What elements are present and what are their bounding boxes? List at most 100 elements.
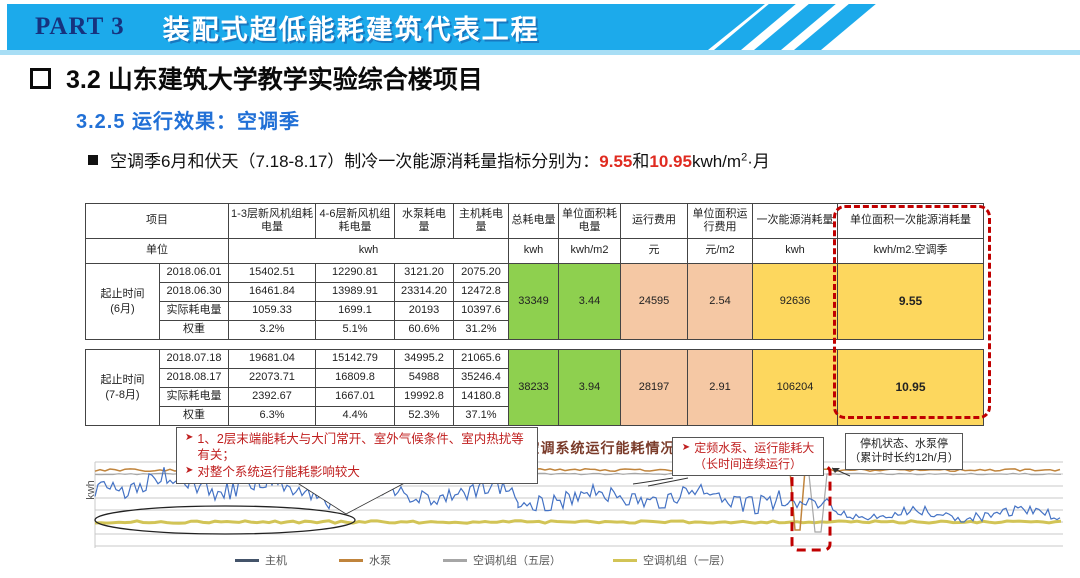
table-cell: 1667.01 — [315, 387, 395, 407]
arrow-bullet-icon: ➤ — [681, 442, 691, 453]
arrow-bullet-icon: ➤ — [185, 432, 194, 443]
legend-label: 水泵 — [369, 555, 391, 567]
row-group-label: 起止时间 (6月) — [85, 263, 160, 340]
table-cell: 实际耗电量 — [159, 387, 229, 407]
table-cell: 15402.51 — [228, 263, 316, 283]
merged-cell: 9.55 — [837, 263, 984, 340]
summary-value-2: 10.95 — [649, 152, 692, 171]
table-cell: 10397.6 — [453, 301, 509, 321]
header-col: 总耗电量 — [508, 203, 559, 239]
arrow-bullet-icon: ➤ — [185, 464, 194, 476]
summary-text: 空调季6月和伏天（7.18-8.17）制冷一次能源消耗量指标分别为： — [110, 152, 600, 171]
table-cell: 14180.8 — [453, 387, 509, 407]
header-item: 项目 — [85, 203, 229, 239]
header-col: 水泵耗电量 — [394, 203, 454, 239]
legend-swatch-icon — [613, 558, 637, 562]
table-cell: 权重 — [159, 406, 229, 426]
table-cell: 12290.81 — [315, 263, 395, 283]
table-cell: 5.1% — [315, 320, 395, 340]
table-cell: 3121.20 — [394, 263, 454, 283]
group-spacer — [86, 340, 984, 350]
summary-conjunction: 和 — [632, 152, 650, 171]
slide-top-bar: PART 3 装配式超低能耗建筑代表工程 — [7, 4, 765, 50]
header-col: 单位面积耗电量 — [558, 203, 621, 239]
unit-label: 单位 — [85, 238, 229, 264]
table-cell: 12472.8 — [453, 282, 509, 302]
table-cell: 6.3% — [228, 406, 316, 426]
table-row: 权重 3.2% 5.1% 60.6% 31.2% — [86, 320, 984, 340]
section-heading-text: 3.2 山东建筑大学教学实验综合楼项目 — [66, 66, 483, 94]
energy-table-wrap: 项目 1-3层新风机组耗电量 4-6层新风机组耗电量 水泵耗电量 主机耗电量 总… — [85, 203, 991, 426]
section-subheading: 3.2.5 运行效果：空调季 — [76, 111, 301, 133]
merged-cell: 3.94 — [558, 349, 621, 426]
table-cell: 2075.20 — [453, 263, 509, 283]
table-cell: 54988 — [394, 368, 454, 388]
callout3-line2: （累计时长约12h/月） — [849, 452, 959, 465]
table-cell: 35246.4 — [453, 368, 509, 388]
callout-terminal-energy: ➤ 1、2层末端能耗大与大门常开、室外气候条件、室内热扰等有关； ➤ 对整个系统… — [176, 427, 538, 484]
unit-cell: kwh — [508, 238, 559, 264]
callout2-line1: 定频水泵、运行能耗大 — [694, 441, 815, 455]
table-cell: 2392.67 — [228, 387, 316, 407]
table-cell: 2018.07.18 — [159, 349, 229, 369]
chart-legend: 主机 水泵 空调机组（五层） 空调机组（一层） — [235, 552, 731, 568]
legend-swatch-icon — [339, 558, 363, 562]
unit-cell: kwh — [752, 238, 838, 264]
unit-cell: kwh/m2.空调季 — [837, 238, 984, 264]
unit-cell: 元/m2 — [687, 238, 753, 264]
table-cell: 2018.06.30 — [159, 282, 229, 302]
header-col: 1-3层新风机组耗电量 — [228, 203, 316, 239]
table-cell: 22073.71 — [228, 368, 316, 388]
merged-cell: 92636 — [752, 263, 838, 340]
legend-item: 主机 — [235, 552, 287, 568]
bullet-square-icon — [88, 154, 98, 165]
callout3-line1: 停机状态、水泵停 — [860, 438, 948, 450]
header-col: 主机耗电量 — [453, 203, 509, 239]
anomaly-dashed-box — [790, 464, 832, 552]
table-row: 权重 6.3% 4.4% 52.3% 37.1% — [86, 406, 984, 426]
section-heading: 3.2 山东建筑大学教学实验综合楼项目 — [30, 60, 483, 96]
table-cell: 1059.33 — [228, 301, 316, 321]
table-cell: 16809.8 — [315, 368, 395, 388]
legend-item: 空调机组（五层） — [443, 552, 561, 568]
merged-cell: 33349 — [508, 263, 559, 340]
callout1-line2: 对整个系统运行能耗影响较大 — [197, 464, 360, 479]
square-bullet-icon — [30, 67, 51, 89]
merged-cell: 2.91 — [687, 349, 753, 426]
energy-table: 项目 1-3层新风机组耗电量 4-6层新风机组耗电量 水泵耗电量 主机耗电量 总… — [85, 203, 984, 426]
table-unit-row: 单位 kwh kwh kwh/m2 元 元/m2 kwh kwh/m2.空调季 — [85, 238, 984, 264]
legend-label: 主机 — [265, 555, 287, 567]
callout1-line1: 1、2层末端能耗大与大门常开、室外气候条件、室内热扰等有关； — [197, 432, 524, 463]
table-row: 实际耗电量 2392.67 1667.01 19992.8 14180.8 — [86, 387, 984, 407]
table-cell: 60.6% — [394, 320, 454, 340]
merged-cell: 3.44 — [558, 263, 621, 340]
part-label: PART 3 — [35, 13, 125, 40]
callout-pump-energy: ➤ 定频水泵、运行能耗大 （长时间连续运行） — [672, 437, 824, 477]
merged-cell: 24595 — [620, 263, 688, 340]
topbar-title: 装配式超低能耗建筑代表工程 — [162, 14, 540, 45]
table-cell: 19681.04 — [228, 349, 316, 369]
table-cell: 19992.8 — [394, 387, 454, 407]
table-cell: 23314.20 — [394, 282, 454, 302]
table-cell: 34995.2 — [394, 349, 454, 369]
legend-label: 空调机组（一层） — [643, 555, 731, 567]
table-row: 2018.06.30 16461.84 13989.91 23314.20 12472.… — [86, 282, 984, 302]
table-cell: 37.1% — [453, 406, 509, 426]
table-row: 起止时间 (7-8月) 2018.07.18 19681.04 15142.79 3499… — [85, 349, 984, 426]
callout2-pointer — [647, 477, 689, 487]
unit-cell: kwh/m2 — [558, 238, 621, 264]
table-cell: 2018.08.17 — [159, 368, 229, 388]
header-col: 单位面积一次能源消耗量 — [837, 203, 984, 239]
summary-value-1: 9.55 — [599, 152, 633, 171]
merged-cell: 38233 — [508, 349, 559, 426]
unit-cell: 元 — [620, 238, 688, 264]
legend-item: 水泵 — [339, 552, 391, 568]
table-cell: 52.3% — [394, 406, 454, 426]
callout2-line2: （长时间连续运行） — [693, 456, 802, 471]
table-cell: 20193 — [394, 301, 454, 321]
header-col: 一次能源消耗量 — [752, 203, 838, 239]
table-header-row: 项目 1-3层新风机组耗电量 4-6层新风机组耗电量 水泵耗电量 主机耗电量 总… — [85, 203, 984, 239]
table-cell: 31.2% — [453, 320, 509, 340]
merged-cell: 2.54 — [687, 263, 753, 340]
unit-merged: kwh — [228, 238, 509, 264]
